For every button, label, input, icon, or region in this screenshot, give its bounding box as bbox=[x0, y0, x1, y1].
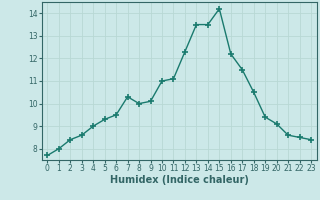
X-axis label: Humidex (Indice chaleur): Humidex (Indice chaleur) bbox=[110, 175, 249, 185]
